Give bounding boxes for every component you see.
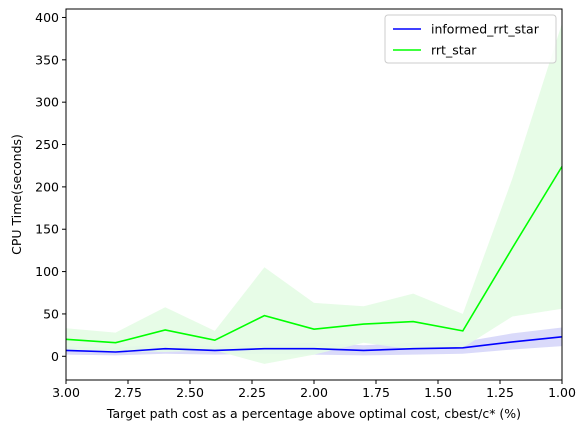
line-informed_rrt_star xyxy=(65,336,563,353)
x-tick-label: 2.75 xyxy=(114,385,142,400)
x-tick-label: 2.50 xyxy=(176,385,204,400)
legend-box xyxy=(384,14,557,64)
y-tick-label: 200 xyxy=(35,179,59,194)
y-tick-label: 300 xyxy=(35,95,59,110)
y-tick-label: 350 xyxy=(35,52,59,67)
y-tick-label: 50 xyxy=(43,306,59,321)
y-axis-ticks: 0 50 100 150 200 250 300 350 400 xyxy=(35,10,66,364)
y-tick-label: 150 xyxy=(35,222,59,237)
x-tick-label: 1.00 xyxy=(548,385,576,400)
y-tick-label: 250 xyxy=(35,137,59,152)
x-tick-label: 1.25 xyxy=(486,385,514,400)
x-tick-label: 1.50 xyxy=(424,385,452,400)
y-tick-label: 100 xyxy=(35,264,59,279)
y-axis-label: CPU Time(seconds) xyxy=(9,134,24,255)
series-lines xyxy=(65,166,563,353)
x-axis-ticks: 3.00 2.75 2.50 2.25 2.00 1.75 1.50 1.25 1.00 xyxy=(52,380,576,400)
x-tick-label: 2.00 xyxy=(300,385,328,400)
x-tick-label: 1.75 xyxy=(362,385,390,400)
x-axis-label: Target path cost as a percentage above o… xyxy=(106,406,521,421)
x-tick-label: 2.25 xyxy=(238,385,266,400)
band-rrt_star xyxy=(66,23,562,364)
x-tick-label: 3.00 xyxy=(52,385,80,400)
line-rrt_star xyxy=(65,166,563,344)
confidence-bands xyxy=(66,23,562,364)
y-tick-label: 0 xyxy=(51,349,59,364)
y-tick-label: 400 xyxy=(35,10,59,25)
legend: informed_rrt_star rrt_star xyxy=(384,14,557,64)
legend-label-informed_rrt_star: informed_rrt_star xyxy=(431,22,540,37)
legend-label-rrt_star: rrt_star xyxy=(431,43,477,58)
